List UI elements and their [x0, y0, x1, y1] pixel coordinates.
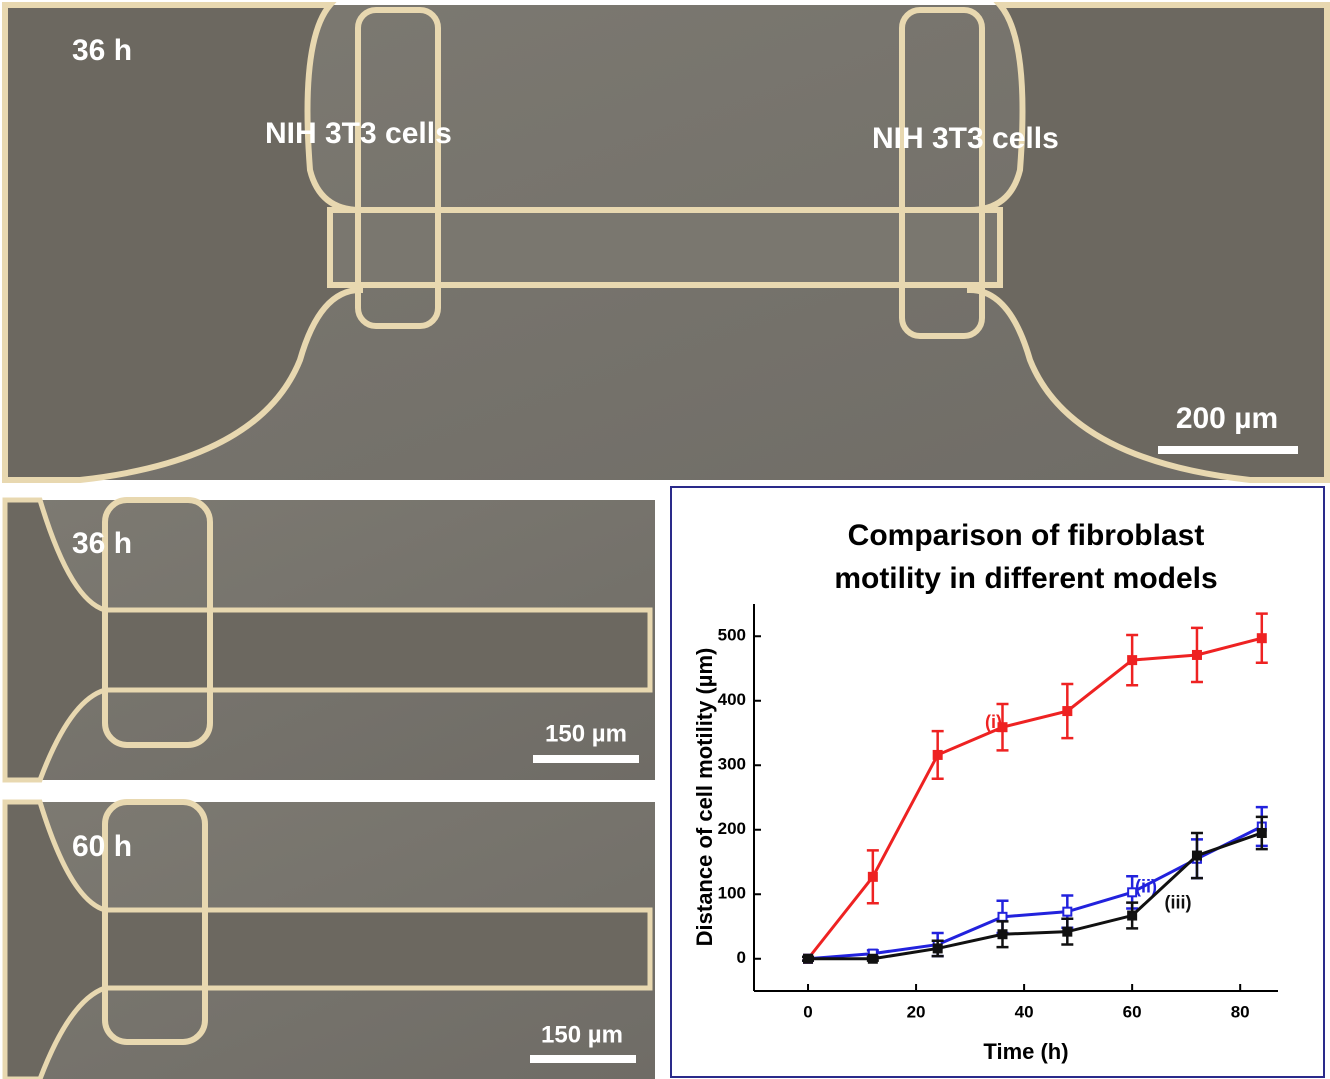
- marker: [1063, 928, 1071, 936]
- scale-bar: [530, 1055, 636, 1063]
- marker: [1193, 651, 1201, 659]
- micrograph-middle: 36 h 150 µm: [5, 500, 655, 780]
- chart-title: Comparison of fibroblast: [848, 519, 1205, 552]
- cell-label: NIH 3T3 cells: [872, 122, 1059, 155]
- chart-title: motility in different models: [834, 562, 1217, 595]
- x-tick-label: 40: [1015, 1002, 1034, 1021]
- series-label: (ii): [1135, 876, 1157, 896]
- x-tick-label: 60: [1123, 1002, 1142, 1021]
- scale-bar-label: 150 µm: [541, 1021, 623, 1048]
- x-tick-label: 0: [803, 1002, 812, 1021]
- y-tick-label: 100: [718, 884, 746, 903]
- y-tick-label: 300: [718, 755, 746, 774]
- time-label: 60 h: [72, 830, 132, 863]
- y-tick-label: 400: [718, 690, 746, 709]
- scale-bar: [1158, 446, 1298, 454]
- chart-panel: Comparison of fibroblast motility in dif…: [671, 487, 1324, 1077]
- scale-bar-label: 200 µm: [1176, 402, 1278, 435]
- scale-bar-label: 150 µm: [545, 720, 627, 747]
- x-tick-label: 80: [1231, 1002, 1250, 1021]
- micrograph-bottom: 60 h 150 µm: [5, 802, 655, 1079]
- figure: 36 h NIH 3T3 cells NIH 3T3 cells 200 µm …: [0, 0, 1330, 1079]
- marker: [804, 955, 812, 963]
- marker: [998, 913, 1006, 921]
- time-label: 36 h: [72, 34, 132, 67]
- marker: [1258, 634, 1266, 642]
- marker: [1063, 707, 1071, 715]
- y-tick-label: 200: [718, 819, 746, 838]
- scale-bar: [533, 755, 639, 763]
- marker: [1193, 852, 1201, 860]
- series-label: (iii): [1165, 892, 1192, 912]
- series-label: (i): [985, 712, 1002, 732]
- marker: [934, 944, 942, 952]
- marker: [934, 751, 942, 759]
- marker: [998, 930, 1006, 938]
- cell-label: NIH 3T3 cells: [265, 117, 452, 150]
- x-axis-label: Time (h): [983, 1039, 1068, 1064]
- time-label: 36 h: [72, 527, 132, 560]
- y-tick-label: 0: [737, 948, 746, 967]
- marker: [1258, 829, 1266, 837]
- y-tick-label: 500: [718, 626, 746, 645]
- micrograph-top: 36 h NIH 3T3 cells NIH 3T3 cells 200 µm: [5, 5, 1327, 480]
- marker: [1128, 656, 1136, 664]
- marker: [1128, 912, 1136, 920]
- x-tick-label: 20: [907, 1002, 926, 1021]
- marker: [869, 873, 877, 881]
- marker: [1063, 908, 1071, 916]
- y-axis-label: Distance of cell motility (µm): [692, 648, 717, 947]
- marker: [869, 955, 877, 963]
